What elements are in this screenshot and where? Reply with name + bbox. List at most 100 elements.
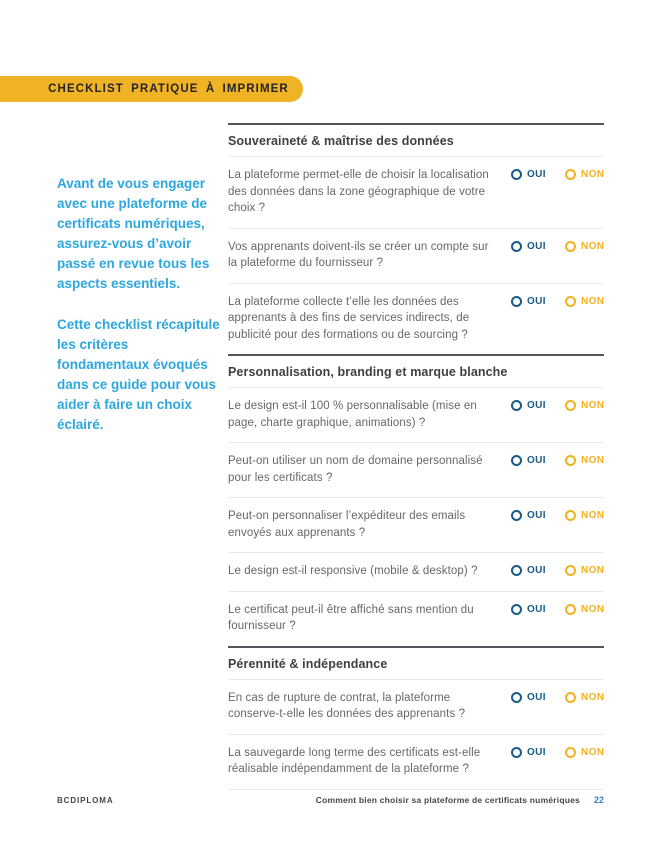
oui-radio[interactable]: OUI <box>511 400 565 411</box>
checklist-badge: CHECKLIST PRATIQUE À IMPRIMER <box>0 76 303 102</box>
question-text: Peut-on utiliser un nom de domaine perso… <box>228 455 483 484</box>
checklist-row: Peut-on personnaliser l’expéditeur des e… <box>228 497 604 552</box>
non-radio[interactable]: NON <box>565 746 605 758</box>
radio-group: OUI NON <box>511 453 604 466</box>
checklist-row: En cas de rupture de contrat, la platefo… <box>228 678 604 734</box>
radio-circle-icon <box>565 169 576 180</box>
oui-radio[interactable]: OUI <box>511 746 565 758</box>
radio-circle-icon <box>511 295 522 307</box>
radio-circle-icon <box>565 603 576 615</box>
non-label: NON <box>581 691 605 703</box>
checklist-row: Peut-on utiliser un nom de domaine perso… <box>228 442 604 497</box>
question-text: En cas de rupture de contrat, la platefo… <box>228 691 466 721</box>
intro-paragraph-2: Cette checklist récapitule les critères … <box>57 317 220 432</box>
radio-circle-icon <box>565 565 576 576</box>
section-title: Souveraineté & maîtrise des données <box>228 134 454 148</box>
radio-group: OUI NON <box>511 508 604 521</box>
question-text: La plateforme collecte t’elle les donnée… <box>228 295 470 341</box>
non-radio[interactable]: NON <box>565 510 604 521</box>
question-text: Le certificat peut-il être affiché sans … <box>228 603 474 633</box>
non-label: NON <box>581 240 605 252</box>
checklist: Souveraineté & maîtrise des données La p… <box>228 123 604 790</box>
brand-name: BCDIPLOMA <box>57 796 114 805</box>
document-title: Comment bien choisir sa plateforme de ce… <box>315 795 580 805</box>
intro-text: Avant de vous engager avec une plateform… <box>57 174 223 456</box>
radio-group: OUI NON <box>511 563 604 576</box>
question-text: La plateforme permet-elle de choisir la … <box>228 169 489 214</box>
non-radio[interactable]: NON <box>565 169 604 180</box>
radio-circle-icon <box>511 510 522 521</box>
non-label: NON <box>581 455 605 466</box>
radio-group: OUI NON <box>511 602 604 615</box>
non-radio[interactable]: NON <box>565 603 604 615</box>
radio-group: OUI NON <box>511 167 604 180</box>
checklist-section-personnalisation: Personnalisation, branding et marque bla… <box>228 354 604 646</box>
oui-radio[interactable]: OUI <box>511 510 565 521</box>
oui-radio[interactable]: OUI <box>511 691 565 703</box>
radio-circle-icon <box>565 455 576 466</box>
non-radio[interactable]: NON <box>565 565 604 576</box>
non-label: NON <box>581 169 605 180</box>
oui-radio[interactable]: OUI <box>511 240 565 252</box>
oui-label: OUI <box>527 603 546 615</box>
section-title: Pérennité & indépendance <box>228 656 388 671</box>
radio-circle-icon <box>511 169 522 180</box>
oui-label: OUI <box>527 400 546 411</box>
checklist-row: Le design est-il 100 % personnalisable (… <box>228 387 604 442</box>
section-title: Personnalisation, branding et marque bla… <box>228 365 508 379</box>
oui-label: OUI <box>527 240 546 252</box>
radio-group: OUI NON <box>511 745 604 758</box>
radio-group: OUI NON <box>511 690 604 703</box>
page-number: 22 <box>593 795 604 805</box>
radio-group: OUI NON <box>511 398 604 411</box>
section-divider <box>228 645 604 648</box>
checklist-section-souverainete: Souveraineté & maîtrise des données La p… <box>228 123 604 354</box>
question-text: Peut-on personnaliser l’expéditeur des e… <box>228 510 466 539</box>
radio-group: OUI NON <box>511 239 604 252</box>
radio-circle-icon <box>565 240 576 252</box>
oui-label: OUI <box>527 169 546 180</box>
oui-label: OUI <box>527 746 546 758</box>
oui-label: OUI <box>527 565 546 576</box>
question-text: Le design est-il responsive (mobile & de… <box>228 565 478 577</box>
non-label: NON <box>581 295 605 307</box>
radio-circle-icon <box>511 691 522 703</box>
question-text: Le design est-il 100 % personnalisable (… <box>228 400 477 429</box>
checklist-end-divider <box>228 788 604 790</box>
oui-label: OUI <box>527 691 546 703</box>
radio-group: OUI NON <box>511 294 604 307</box>
radio-circle-icon <box>565 746 576 758</box>
non-label: NON <box>581 565 605 576</box>
non-label: NON <box>581 400 605 411</box>
radio-circle-icon <box>565 295 576 307</box>
checklist-row: La plateforme collecte t’elle les donnée… <box>228 282 604 355</box>
oui-radio[interactable]: OUI <box>511 295 565 307</box>
non-radio[interactable]: NON <box>565 691 605 703</box>
non-label: NON <box>581 746 605 758</box>
checklist-section-perennite: Pérennité & indépendance En cas de ruptu… <box>228 645 604 790</box>
oui-radio[interactable]: OUI <box>511 603 565 615</box>
oui-label: OUI <box>527 455 546 466</box>
oui-label: OUI <box>527 510 546 521</box>
non-radio[interactable]: NON <box>565 400 604 411</box>
oui-radio[interactable]: OUI <box>511 169 565 180</box>
oui-radio[interactable]: OUI <box>511 565 565 576</box>
checklist-row: Le certificat peut-il être affiché sans … <box>228 590 604 646</box>
radio-circle-icon <box>511 746 522 758</box>
section-divider <box>228 123 604 125</box>
oui-radio[interactable]: OUI <box>511 455 565 466</box>
radio-circle-icon <box>511 240 522 252</box>
section-divider <box>228 354 604 356</box>
checklist-row: Le design est-il responsive (mobile & de… <box>228 552 604 591</box>
non-radio[interactable]: NON <box>565 455 604 466</box>
radio-circle-icon <box>511 565 522 576</box>
radio-circle-icon <box>565 400 576 411</box>
question-text: Vos apprenants doivent-ils se créer un c… <box>228 240 489 270</box>
non-label: NON <box>581 510 605 521</box>
non-radio[interactable]: NON <box>565 295 605 307</box>
non-radio[interactable]: NON <box>565 240 605 252</box>
radio-circle-icon <box>511 400 522 411</box>
checklist-row: Vos apprenants doivent-ils se créer un c… <box>228 227 604 283</box>
oui-label: OUI <box>527 295 546 307</box>
page-footer: BCDIPLOMA Comment bien choisir sa platef… <box>57 795 604 805</box>
